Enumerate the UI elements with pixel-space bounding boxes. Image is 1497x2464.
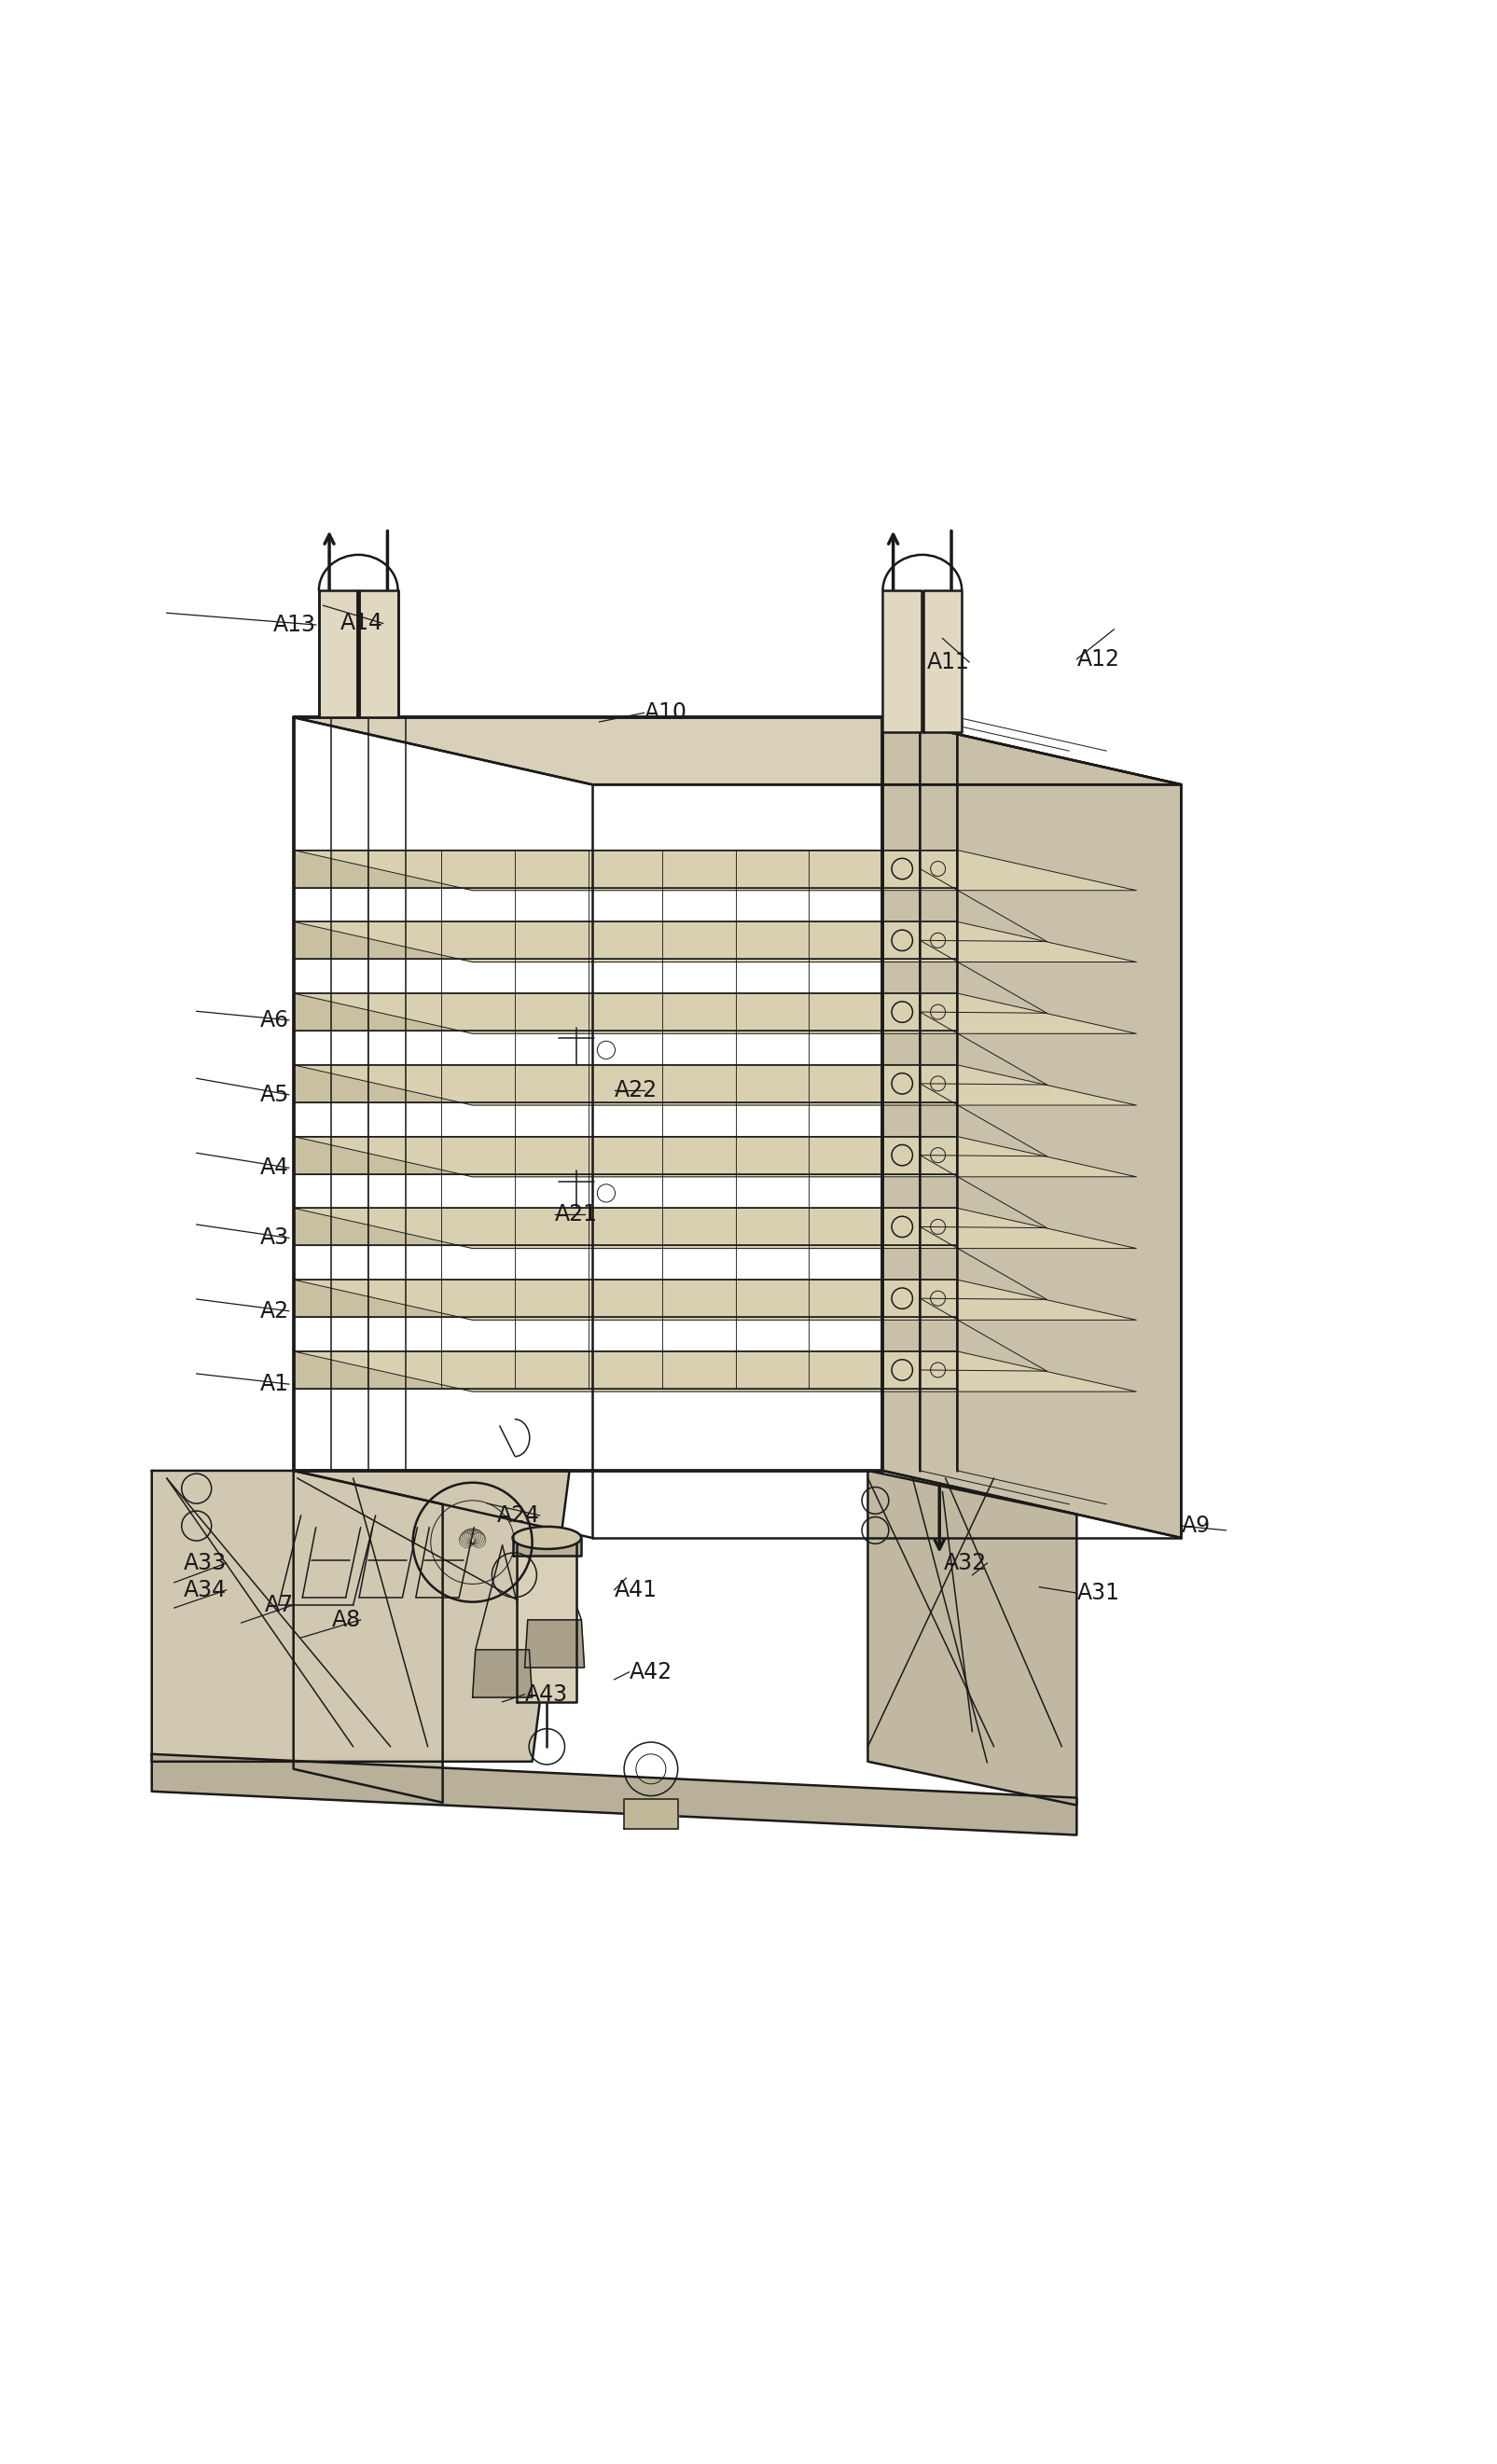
Polygon shape [293, 1207, 958, 1244]
Polygon shape [293, 1064, 958, 1101]
Text: A14: A14 [340, 611, 383, 636]
Text: A33: A33 [183, 1552, 226, 1574]
Polygon shape [293, 1064, 1136, 1106]
Text: A12: A12 [1076, 648, 1120, 670]
Ellipse shape [512, 1528, 581, 1550]
Text: A21: A21 [554, 1202, 597, 1225]
Text: A43: A43 [525, 1683, 567, 1705]
Polygon shape [624, 1799, 678, 1828]
Text: A4: A4 [260, 1156, 289, 1180]
Text: A41: A41 [614, 1579, 657, 1602]
Text: A10: A10 [644, 702, 687, 724]
Polygon shape [924, 591, 963, 732]
Polygon shape [516, 1538, 576, 1703]
Polygon shape [293, 1136, 1136, 1178]
Polygon shape [293, 922, 958, 958]
Polygon shape [883, 717, 1181, 1538]
Polygon shape [319, 591, 358, 717]
Polygon shape [293, 1279, 958, 1318]
Polygon shape [293, 1471, 443, 1804]
Text: A7: A7 [265, 1594, 293, 1616]
Text: A9: A9 [1181, 1515, 1210, 1538]
Polygon shape [473, 1651, 533, 1698]
Polygon shape [293, 850, 958, 887]
Text: A22: A22 [614, 1079, 657, 1101]
Text: A13: A13 [272, 614, 316, 636]
Text: A8: A8 [331, 1609, 361, 1631]
Polygon shape [293, 1350, 958, 1390]
Polygon shape [293, 1350, 1136, 1392]
Polygon shape [293, 922, 1136, 961]
Polygon shape [293, 1207, 1136, 1249]
Polygon shape [525, 1619, 584, 1668]
Polygon shape [512, 1538, 581, 1555]
Text: A11: A11 [927, 650, 969, 673]
Polygon shape [293, 1136, 958, 1173]
Polygon shape [293, 850, 1136, 890]
Polygon shape [293, 993, 958, 1030]
Text: A6: A6 [260, 1008, 289, 1032]
Text: A31: A31 [1076, 1582, 1120, 1604]
Polygon shape [151, 1754, 1076, 1836]
Text: A2: A2 [260, 1301, 289, 1323]
Text: A34: A34 [183, 1579, 226, 1602]
Polygon shape [293, 717, 1181, 784]
Text: A1: A1 [260, 1372, 289, 1395]
Polygon shape [293, 993, 1136, 1032]
Text: A42: A42 [629, 1661, 672, 1683]
Text: A5: A5 [260, 1084, 289, 1106]
Polygon shape [293, 1279, 1136, 1321]
Text: A24: A24 [497, 1503, 539, 1528]
Polygon shape [883, 591, 922, 732]
Text: A3: A3 [260, 1227, 289, 1249]
Polygon shape [359, 591, 398, 717]
Polygon shape [868, 1471, 1076, 1806]
Polygon shape [151, 1471, 569, 1762]
Text: A32: A32 [945, 1552, 987, 1574]
